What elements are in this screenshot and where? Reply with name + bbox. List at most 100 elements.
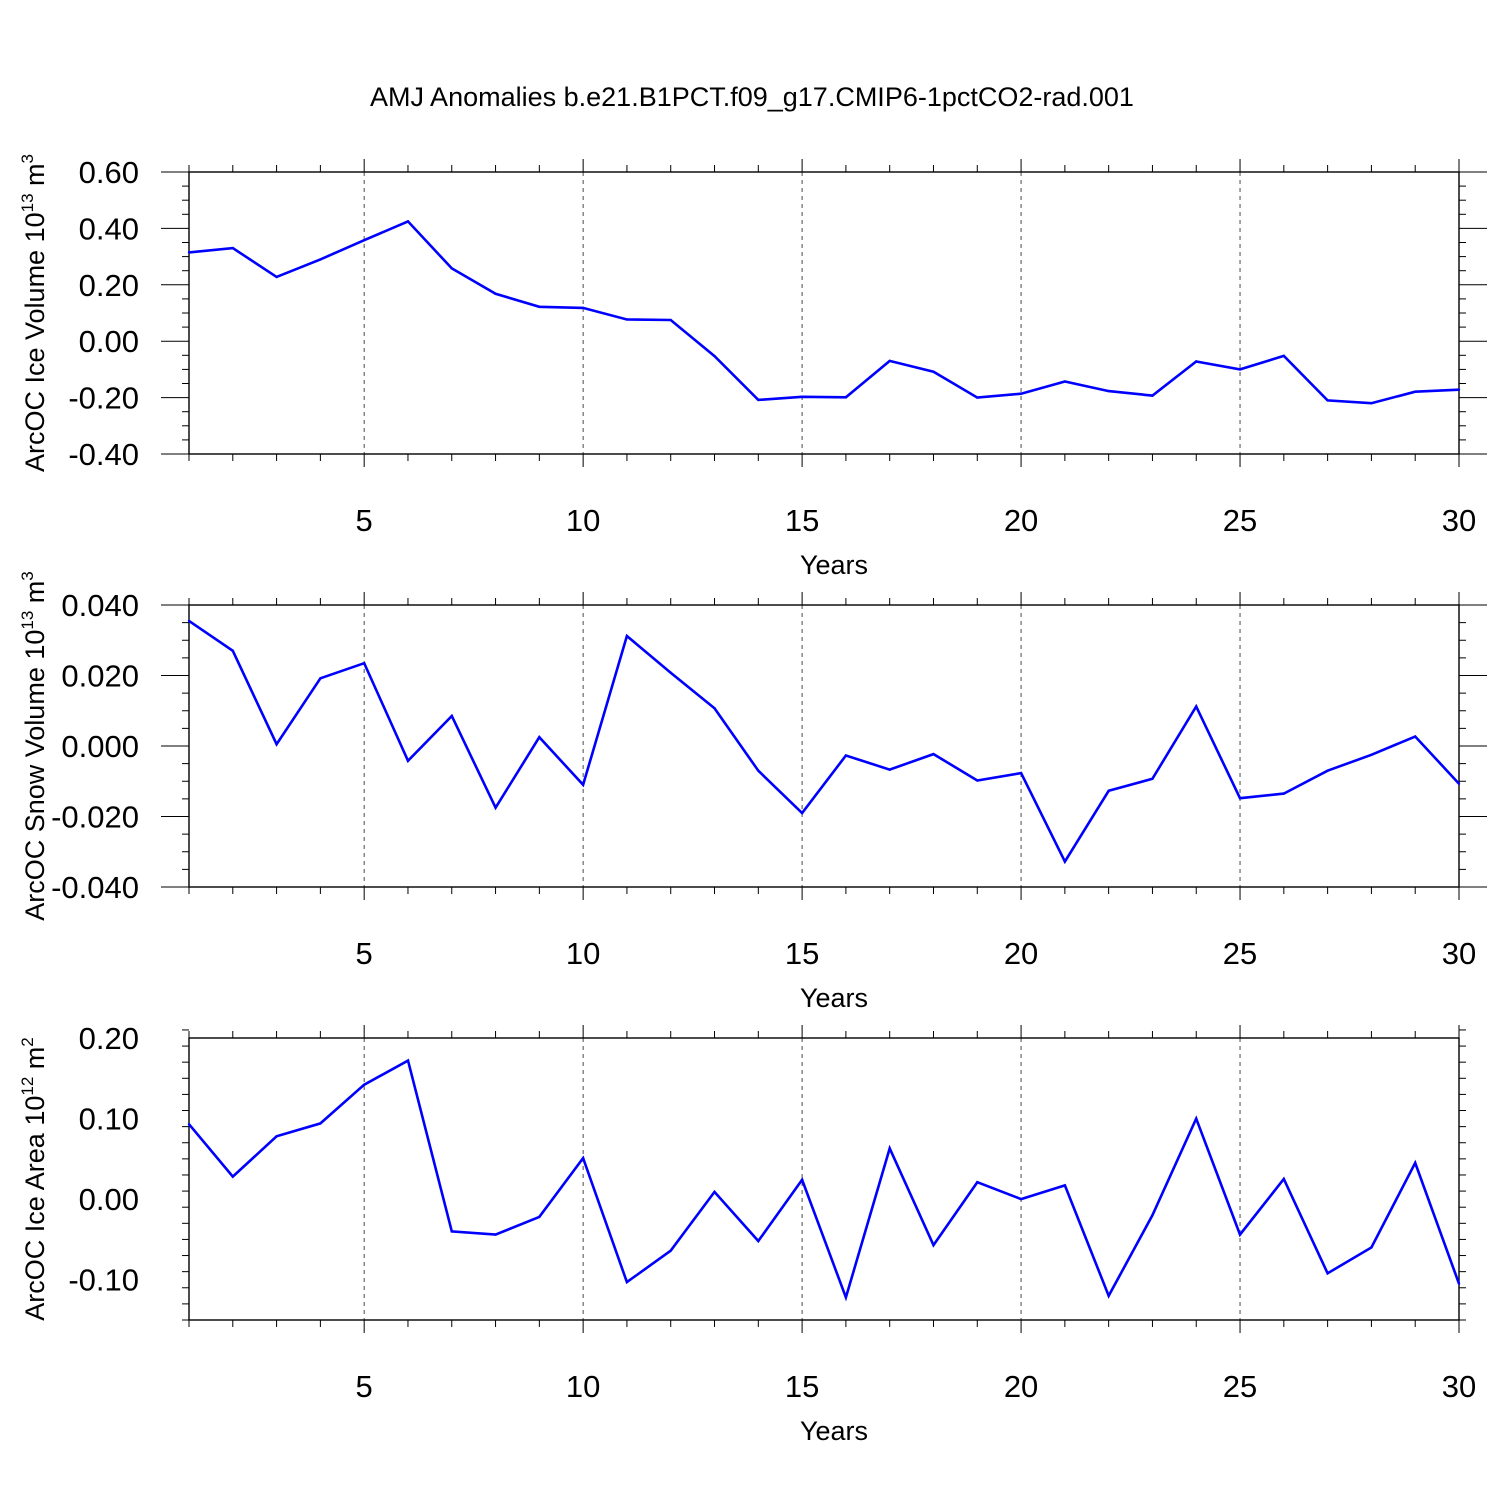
data-point: [932, 1243, 935, 1247]
data-point: [976, 779, 979, 782]
y-tick-label: 0.20: [79, 1021, 139, 1056]
x-tick-label: 25: [1223, 1369, 1257, 1404]
data-point: [800, 1178, 804, 1182]
data-point: [932, 370, 935, 373]
x-tick-label: 15: [785, 1369, 819, 1404]
y-tick-label: -0.20: [68, 381, 139, 416]
data-point: [1326, 769, 1329, 772]
data-point: [319, 258, 322, 261]
plot-frame: [188, 171, 1460, 455]
data-point: [581, 783, 585, 786]
x-tick-label: 30: [1442, 1369, 1476, 1404]
data-point: [450, 267, 453, 270]
data-point: [1107, 1294, 1110, 1298]
data-point: [494, 1233, 497, 1236]
data-point: [494, 292, 497, 296]
data-point: [976, 1181, 979, 1184]
x-tick-label: 5: [356, 1369, 373, 1404]
y-tick-label: 0.40: [79, 211, 139, 246]
data-point: [1151, 1214, 1154, 1217]
data-point: [275, 275, 278, 279]
data-point: [187, 619, 191, 623]
x-tick-label: 5: [356, 936, 373, 971]
data-point: [888, 768, 891, 771]
x-tick-label: 25: [1223, 503, 1257, 538]
y-tick-label: 0.020: [61, 659, 139, 694]
x-tick-label: 25: [1223, 936, 1257, 971]
y-tick-label: 0.10: [79, 1102, 139, 1137]
data-point: [450, 1230, 453, 1233]
data-point: [1282, 354, 1286, 358]
data-point: [1370, 402, 1373, 405]
data-point: [1457, 782, 1461, 785]
y-tick-label: -0.040: [51, 870, 139, 905]
x-tick-label: 20: [1004, 503, 1038, 538]
data-point: [1195, 360, 1198, 363]
y-axis-title: ArcOC Ice Area 1012 m2: [18, 1037, 50, 1321]
data-point: [538, 1215, 541, 1219]
data-point: [1238, 1233, 1242, 1236]
data-point: [538, 305, 541, 308]
x-tick-label: 10: [566, 936, 600, 971]
data-point: [844, 396, 848, 399]
x-tick-label: 15: [785, 503, 819, 538]
data-point: [713, 354, 716, 358]
data-point: [231, 649, 234, 653]
y-tick-label: 0.20: [79, 268, 139, 303]
y-tick-label: -0.020: [51, 800, 139, 835]
data-point: [1238, 796, 1242, 800]
x-tick-label: 5: [356, 503, 373, 538]
x-tick-label: 30: [1442, 936, 1476, 971]
panel-2: 5 10 15 20 25 30 -0.040 -0.020 0.000 0.020 0.040 Ye…: [18, 571, 1487, 1013]
data-point: [669, 671, 672, 674]
data-point: [1370, 753, 1373, 757]
data-point: [1195, 705, 1198, 708]
data-series-line: [188, 219, 1460, 405]
y-tick-label: 0.000: [61, 729, 139, 764]
data-point: [538, 735, 541, 739]
y-tick-label: -0.40: [68, 437, 139, 472]
chart-title: AMJ Anomalies b.e21.B1PCT.f09_g17.CMIP6-…: [370, 82, 1134, 112]
data-point: [1414, 390, 1417, 393]
data-point: [362, 1083, 366, 1086]
data-point: [275, 743, 278, 746]
data-point: [625, 1280, 629, 1284]
data-point: [844, 1296, 848, 1299]
data-point: [1326, 1272, 1329, 1275]
x-tick-label: 20: [1004, 1369, 1038, 1404]
data-point: [275, 1135, 278, 1138]
data-point: [932, 752, 935, 756]
data-point: [1063, 380, 1067, 383]
data-point: [319, 1122, 322, 1125]
data-point: [1195, 1117, 1198, 1120]
data-point: [406, 1059, 410, 1062]
data-point: [888, 1147, 891, 1150]
x-axis-title: Years: [800, 550, 868, 580]
data-point: [1326, 399, 1329, 402]
data-point: [976, 396, 979, 399]
y-tick-label: 0.040: [61, 588, 139, 623]
x-axis-title: Years: [800, 1416, 868, 1446]
data-point: [231, 246, 234, 250]
data-point: [1370, 1246, 1373, 1249]
data-point: [581, 1156, 585, 1160]
y-axis-title: ArcOC Snow Volume 1013 m3: [18, 571, 50, 921]
data-point: [1063, 1184, 1067, 1187]
data-point: [187, 1123, 191, 1126]
data-point: [888, 359, 891, 363]
x-axis-title: Years: [800, 983, 868, 1013]
x-tick-label: 20: [1004, 936, 1038, 971]
panel-1: 5 10 15 20 25 30 -0.40 -0.20 0.00 0.20 0.40 0.60 Yea…: [18, 154, 1487, 580]
plot-frame: [188, 604, 1460, 888]
data-point: [362, 239, 366, 242]
data-point: [1019, 392, 1023, 395]
data-point: [362, 661, 366, 665]
data-point: [1414, 735, 1417, 738]
data-point: [800, 811, 804, 815]
data-point: [1063, 860, 1067, 863]
data-point: [669, 1249, 672, 1252]
data-point: [319, 677, 322, 680]
data-point: [1019, 1197, 1023, 1201]
data-point: [1414, 1161, 1417, 1165]
